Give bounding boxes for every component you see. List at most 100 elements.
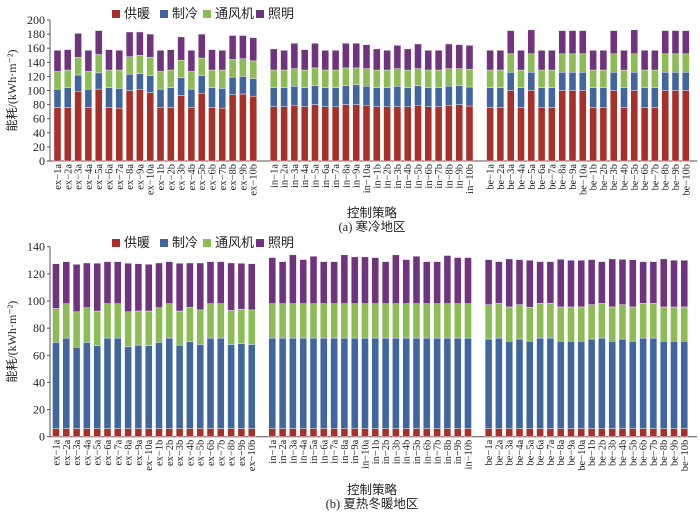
- x-tick-label: be−6a: [536, 439, 547, 465]
- x-tick-label: ex−1a: [52, 439, 63, 465]
- bar-segment: [536, 428, 544, 437]
- bar-segment: [414, 85, 422, 106]
- x-tick-label: in−6b: [422, 440, 433, 465]
- bar-segment: [640, 107, 649, 162]
- bar-segment: [567, 306, 575, 342]
- bar-segment: [496, 69, 505, 88]
- x-tick-label: ex−8b: [228, 164, 239, 190]
- bar-segment: [507, 71, 515, 91]
- y-tick-label: 0: [39, 154, 45, 168]
- x-tick-label: in−3b: [391, 440, 402, 465]
- x-tick-label: be−1b: [589, 164, 600, 190]
- bar-segment: [249, 60, 257, 79]
- bar-segment: [505, 428, 513, 437]
- bar-segment: [53, 88, 62, 108]
- bar-segment: [546, 337, 555, 429]
- bar-segment: [239, 58, 247, 77]
- bar-segment: [649, 261, 658, 304]
- x-tick-label: be−8b: [661, 164, 672, 190]
- bar-segment: [383, 87, 391, 107]
- bar-segment: [165, 337, 174, 429]
- legend-swatch: [112, 10, 120, 18]
- bar-segment: [392, 337, 400, 429]
- bar-segment: [299, 303, 307, 339]
- x-tick-label: be−2a: [496, 164, 507, 190]
- bar-segment: [682, 71, 690, 91]
- bar-segment: [177, 59, 185, 79]
- bar-segment: [414, 105, 422, 162]
- bar-segment: [52, 263, 60, 309]
- bar-segment: [661, 30, 669, 55]
- bar-segment: [186, 262, 194, 308]
- bar-segment: [640, 87, 649, 108]
- bar-segment: [64, 87, 72, 108]
- x-tick-label: ex−5a: [94, 164, 105, 190]
- bar-segment: [373, 69, 381, 88]
- bar-segment: [239, 76, 247, 95]
- x-tick-label: be−9b: [671, 164, 682, 190]
- bar-segment: [197, 33, 206, 59]
- bar-segment: [84, 50, 93, 72]
- bar-segment: [144, 428, 153, 437]
- bar-segment: [84, 88, 93, 108]
- bar-segment: [661, 53, 669, 73]
- bar-segment: [671, 71, 680, 91]
- bar-segment: [361, 303, 369, 339]
- chart-caption: (a) 寒冷地区: [339, 219, 406, 234]
- bar-segment: [114, 303, 122, 339]
- bar-segment: [227, 262, 235, 311]
- y-tick-label: 20: [33, 140, 45, 154]
- bar-segment: [208, 49, 216, 71]
- bar-segment: [72, 264, 81, 313]
- bar-segment: [486, 50, 494, 71]
- bar-segment: [526, 341, 534, 429]
- y-tick-label: 100: [27, 84, 45, 98]
- bar-segment: [671, 53, 680, 73]
- bar-segment: [373, 48, 381, 71]
- bar-segment: [445, 68, 453, 87]
- bar-segment: [84, 107, 93, 162]
- bar-segment: [464, 337, 472, 429]
- bar-segment: [218, 107, 227, 162]
- bar-segment: [340, 254, 349, 304]
- y-tick-label: 200: [27, 13, 45, 27]
- bar-segment: [608, 306, 616, 342]
- bar-segment: [351, 428, 359, 437]
- x-tick-label: be−2a: [494, 439, 505, 465]
- x-tick-label: be−9b: [670, 440, 681, 466]
- bar-segment: [311, 104, 319, 162]
- y-tick-label: 20: [33, 403, 45, 417]
- bar-segment: [587, 338, 596, 429]
- bar-segment: [72, 428, 81, 437]
- bar-segment: [537, 50, 546, 71]
- bar-segment: [84, 71, 93, 90]
- x-tick-label: ex−2a: [62, 439, 73, 465]
- legend-label: 通风机: [215, 6, 254, 21]
- bar-segment: [454, 337, 462, 429]
- bar-segment: [464, 303, 472, 339]
- bar-segment: [352, 104, 360, 162]
- bar-segment: [670, 260, 678, 308]
- bar-segment: [93, 263, 101, 312]
- x-tick-label: ex−9b: [237, 440, 248, 466]
- bar-segment: [331, 106, 340, 162]
- x-tick-label: in−3b: [393, 164, 404, 189]
- bar-segment: [227, 310, 235, 345]
- bar-segment: [393, 106, 402, 162]
- bar-segment: [62, 261, 70, 304]
- bar-segment: [206, 337, 215, 429]
- x-tick-label: in−9b: [455, 164, 466, 189]
- bar-segment: [105, 107, 113, 162]
- bar-segment: [424, 106, 432, 162]
- bar-segment: [103, 303, 112, 339]
- bar-segment: [208, 69, 216, 88]
- bar-segment: [342, 85, 350, 105]
- bar-segment: [83, 262, 91, 308]
- bar-segment: [433, 337, 441, 429]
- bar-segment: [536, 337, 544, 429]
- bar-segment: [351, 337, 359, 429]
- x-tick-label: in−9a: [352, 164, 363, 188]
- bar-segment: [536, 303, 544, 339]
- bar-segment: [568, 90, 577, 162]
- bar-segment: [620, 107, 628, 162]
